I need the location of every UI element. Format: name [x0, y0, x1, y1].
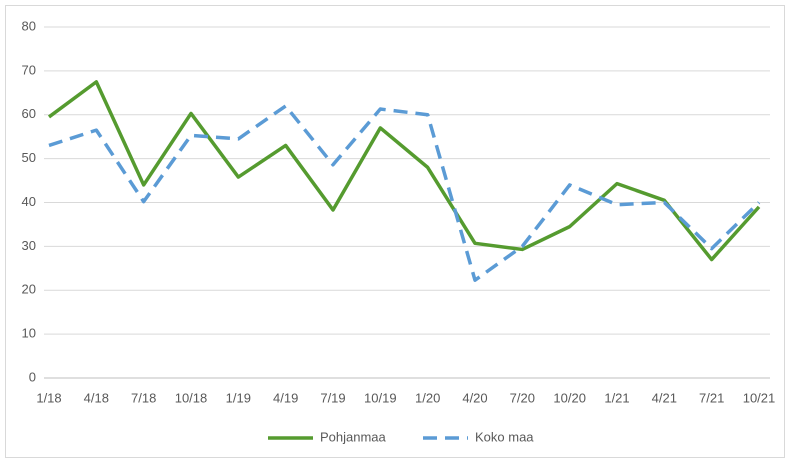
- x-tick-label: 7/20: [510, 390, 535, 405]
- y-tick-label: 70: [22, 62, 36, 77]
- x-tick-label: 10/21: [743, 390, 776, 405]
- legend-label: Koko maa: [475, 429, 534, 444]
- y-tick-label: 80: [22, 18, 36, 33]
- x-tick-label: 7/19: [320, 390, 345, 405]
- series-line: [48, 104, 761, 282]
- x-tick-label: 1/19: [226, 390, 251, 405]
- x-tick-label: 1/18: [36, 390, 61, 405]
- chart-frame: [5, 5, 785, 458]
- y-tick-label: 0: [29, 369, 36, 384]
- x-tick-label: 10/18: [175, 390, 208, 405]
- x-tick-label: 4/20: [462, 390, 487, 405]
- x-tick-label: 10/20: [553, 390, 586, 405]
- x-tick-label: 10/19: [364, 390, 397, 405]
- y-tick-label: 40: [22, 194, 36, 209]
- x-tick-label: 4/19: [273, 390, 298, 405]
- series-line: [47, 80, 761, 262]
- x-tick-label: 1/20: [415, 390, 440, 405]
- legend-label: Pohjanmaa: [320, 429, 387, 444]
- y-tick-label: 50: [22, 150, 36, 165]
- x-tick-label: 7/18: [131, 390, 156, 405]
- x-tick-label: 4/21: [652, 390, 677, 405]
- x-tick-label: 1/21: [604, 390, 629, 405]
- y-tick-label: 30: [22, 238, 36, 253]
- y-tick-label: 60: [22, 106, 36, 121]
- x-tick-label: 7/21: [699, 390, 724, 405]
- y-tick-label: 10: [22, 326, 36, 341]
- y-tick-label: 20: [22, 282, 36, 297]
- x-tick-label: 4/18: [84, 390, 109, 405]
